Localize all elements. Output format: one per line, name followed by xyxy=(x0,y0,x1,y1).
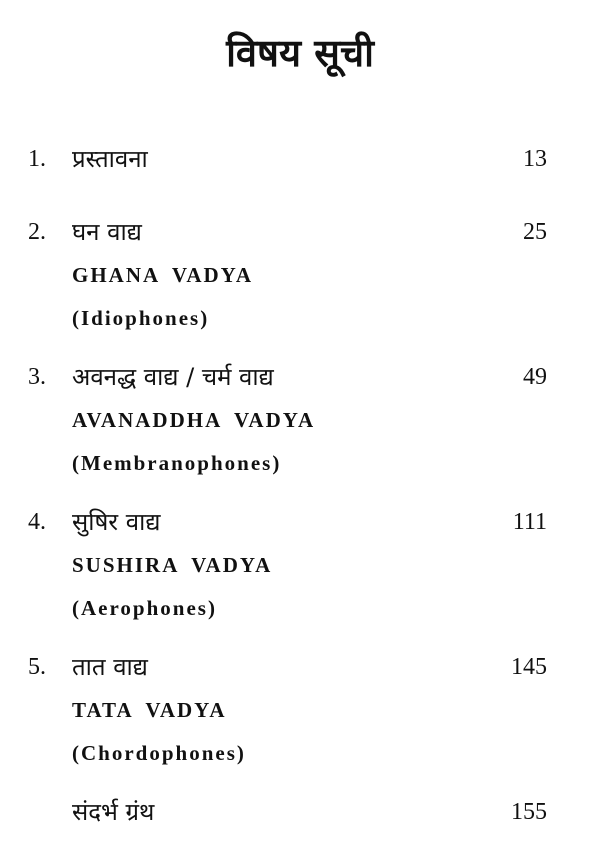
entry-page-number: 49 xyxy=(523,364,547,390)
toc-entry: संदर्भ ग्रंथ 155 xyxy=(28,791,547,834)
entry-page-number: 25 xyxy=(523,219,547,245)
entry-classification: (Aerophones) xyxy=(72,596,217,620)
entry-title-english: SUSHIRA VADYA xyxy=(72,553,273,577)
entry-title-hindi: संदर्भ ग्रंथ xyxy=(72,798,155,826)
entry-title-hindi: घन वाद्य xyxy=(72,218,142,246)
entry-content: प्रस्तावना xyxy=(72,138,507,181)
entry-content: संदर्भ ग्रंथ xyxy=(72,791,507,834)
entry-page-number: 145 xyxy=(511,654,547,680)
entry-title-english: AVANADDHA VADYA xyxy=(72,408,316,432)
toc-entry: 4. सुषिर वाद्य SUSHIRA VADYA (Aerophones… xyxy=(28,501,547,630)
entry-title-hindi: सुषिर वाद्य xyxy=(72,508,161,536)
entry-page-number: 155 xyxy=(511,799,547,825)
entry-content: घन वाद्य GHANA VADYA (Idiophones) xyxy=(72,211,507,340)
entry-number: 1. xyxy=(28,146,46,172)
page-title: विषय सूची xyxy=(226,31,374,75)
entry-classification: (Chordophones) xyxy=(72,741,246,765)
entry-title-english: GHANA VADYA xyxy=(72,263,254,287)
toc-entry: 3. अवनद्ध वाद्य / चर्म वाद्य AVANADDHA V… xyxy=(28,356,547,485)
entry-title-hindi: अवनद्ध वाद्य / चर्म वाद्य xyxy=(72,363,274,391)
entry-classification: (Idiophones) xyxy=(72,306,210,330)
entry-classification: (Membranophones) xyxy=(72,451,282,475)
entry-number: 5. xyxy=(28,654,46,680)
entry-page-number: 111 xyxy=(512,509,547,535)
entry-title-hindi: प्रस्तावना xyxy=(72,145,148,173)
entry-page-number: 13 xyxy=(523,146,547,172)
toc-entry: 2. घन वाद्य GHANA VADYA (Idiophones) 25 xyxy=(28,211,547,340)
entry-content: अवनद्ध वाद्य / चर्म वाद्य AVANADDHA VADY… xyxy=(72,356,507,485)
entry-number: 3. xyxy=(28,364,46,390)
entry-number: 4. xyxy=(28,509,46,535)
toc-entry: 1. प्रस्तावना 13 xyxy=(28,138,547,181)
entry-number: 2. xyxy=(28,219,46,245)
entry-content: तात वाद्य TATA VADYA (Chordophones) xyxy=(72,646,507,775)
toc-entries: 1. प्रस्तावना 13 2. घन वाद्य GHANA VADYA… xyxy=(0,80,600,834)
entry-title-english: TATA VADYA xyxy=(72,698,227,722)
toc-entry: 5. तात वाद्य TATA VADYA (Chordophones) 1… xyxy=(28,646,547,775)
entry-title-hindi: तात वाद्य xyxy=(72,653,148,681)
entry-content: सुषिर वाद्य SUSHIRA VADYA (Aerophones) xyxy=(72,501,507,630)
